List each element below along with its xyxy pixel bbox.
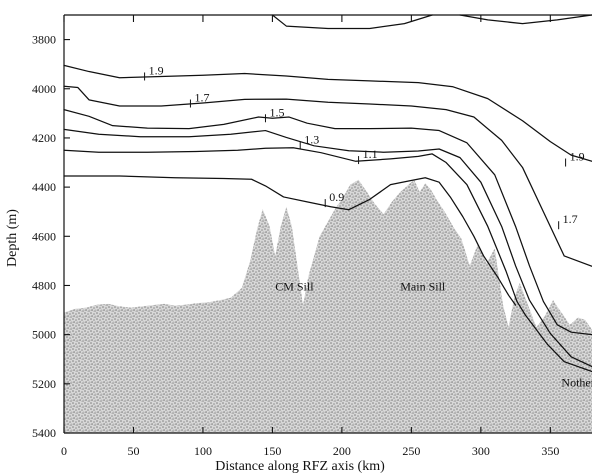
y-tick-label-2: 4200 bbox=[32, 131, 56, 145]
x-tick-label-6: 300 bbox=[472, 444, 490, 458]
contour-label-5: 0.9 bbox=[329, 190, 344, 204]
x-tick-label-2: 100 bbox=[194, 444, 212, 458]
contour-label-0: 1.9 bbox=[149, 63, 164, 77]
surface-contour bbox=[272, 15, 432, 29]
y-axis-title: Depth (m) bbox=[5, 209, 20, 267]
y-tick-label-8: 5400 bbox=[32, 426, 56, 440]
y-tick-label-7: 5200 bbox=[32, 377, 56, 391]
seafloor-topography bbox=[64, 180, 592, 433]
contour-label-7: 1.7 bbox=[563, 212, 578, 226]
y-tick-label-0: 3800 bbox=[32, 33, 56, 47]
x-tick-label-3: 150 bbox=[263, 444, 281, 458]
contour-label-2: 1.5 bbox=[269, 105, 284, 119]
contour-label-3: 1.3 bbox=[304, 132, 319, 146]
contour-label-4: 1.1 bbox=[363, 147, 378, 161]
x-tick-label-0: 0 bbox=[61, 444, 67, 458]
y-tick-label-6: 5000 bbox=[32, 328, 56, 342]
x-tick-label-4: 200 bbox=[333, 444, 351, 458]
y-tick-label-5: 4800 bbox=[32, 278, 56, 292]
y-tick-label-1: 4000 bbox=[32, 82, 56, 96]
contour-label-1: 1.7 bbox=[194, 91, 209, 105]
contour-label-6: 1.9 bbox=[570, 150, 585, 164]
region-label-1: Main Sill bbox=[400, 279, 446, 293]
x-tick-label-5: 250 bbox=[402, 444, 420, 458]
x-tick-label-1: 50 bbox=[127, 444, 139, 458]
plot-area: 1.9 1.7 1.5 1.3 1.1 0.9 1.9 1.7 CM Sill Main Sill… bbox=[32, 15, 592, 458]
x-axis-title: Distance along RFZ axis (km) bbox=[215, 459, 385, 473]
region-label-2: Nothern exit bbox=[561, 375, 592, 389]
y-tick-label-3: 4400 bbox=[32, 180, 56, 194]
surface-contour-right bbox=[460, 15, 592, 24]
y-tick-label-4: 4600 bbox=[32, 229, 56, 243]
region-label-0: CM Sill bbox=[275, 279, 314, 293]
contour-line-0 bbox=[64, 65, 592, 161]
x-tick-label-7: 350 bbox=[541, 444, 559, 458]
